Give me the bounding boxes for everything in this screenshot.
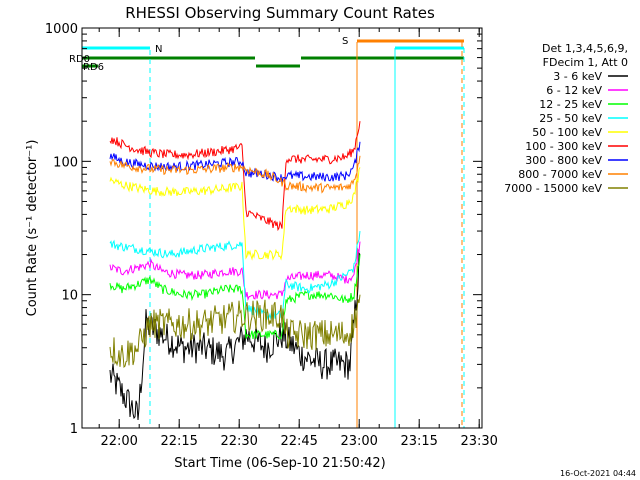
x-tick-label: 22:00 <box>100 434 137 449</box>
y-axis-label: Count Rate (s⁻¹ detector⁻¹) <box>25 140 40 317</box>
series-layer <box>109 121 361 421</box>
legend-header: FDecim 1, Att 0 <box>543 56 628 69</box>
legend-entry-label: 12 - 25 keV <box>539 98 602 111</box>
y-tick-label: 1 <box>70 422 78 437</box>
rd6-label: RD6 <box>83 62 104 73</box>
x-tick-label: 23:30 <box>460 434 497 449</box>
axes: 1 10 100 1000 22:00 22:15 22:30 22:45 23:00 23:15… <box>45 22 498 449</box>
legend: Det 1,3,4,5,6,9,FDecim 1, Att 03 - 6 keV… <box>504 42 628 195</box>
legend-entry-label: 25 - 50 keV <box>539 112 602 125</box>
footer-timestamp: 16-Oct-2021 04:44 <box>560 469 636 478</box>
series-line <box>109 155 361 194</box>
legend-entry-label: 50 - 100 keV <box>532 126 602 139</box>
x-tick-label: 22:45 <box>280 434 317 449</box>
rd0-label: RD0 <box>69 54 90 65</box>
series-line <box>109 241 361 302</box>
x-tick-label: 23:15 <box>400 434 437 449</box>
legend-header: Det 1,3,4,5,6,9, <box>542 42 628 55</box>
n-label: N <box>155 44 162 55</box>
series-line <box>109 294 361 369</box>
x-tick-label: 22:15 <box>160 434 197 449</box>
series-line <box>109 121 361 232</box>
legend-entry-label: 300 - 800 keV <box>525 154 602 167</box>
legend-entry-label: 7000 - 15000 keV <box>504 182 602 195</box>
y-tick-label: 100 <box>53 155 78 170</box>
x-tick-label: 23:00 <box>340 434 377 449</box>
legend-entry-label: 3 - 6 keV <box>553 70 602 83</box>
series-line <box>109 167 361 261</box>
legend-entry-label: 6 - 12 keV <box>546 84 602 97</box>
s-label: S <box>342 36 348 47</box>
series-line <box>109 231 361 320</box>
y-tick-label: 10 <box>61 289 78 304</box>
x-tick-label: 22:30 <box>220 434 257 449</box>
plot-frame <box>81 27 483 429</box>
chart-title: RHESSI Observing Summary Count Rates <box>125 4 435 22</box>
series-line <box>109 254 361 340</box>
y-tick-label: 1000 <box>45 22 78 37</box>
series-line <box>109 141 361 183</box>
x-axis-label: Start Time (06-Sep-10 21:50:42) <box>174 456 385 471</box>
legend-entry-label: 100 - 300 keV <box>525 140 602 153</box>
legend-entry-label: 800 - 7000 keV <box>518 168 602 181</box>
